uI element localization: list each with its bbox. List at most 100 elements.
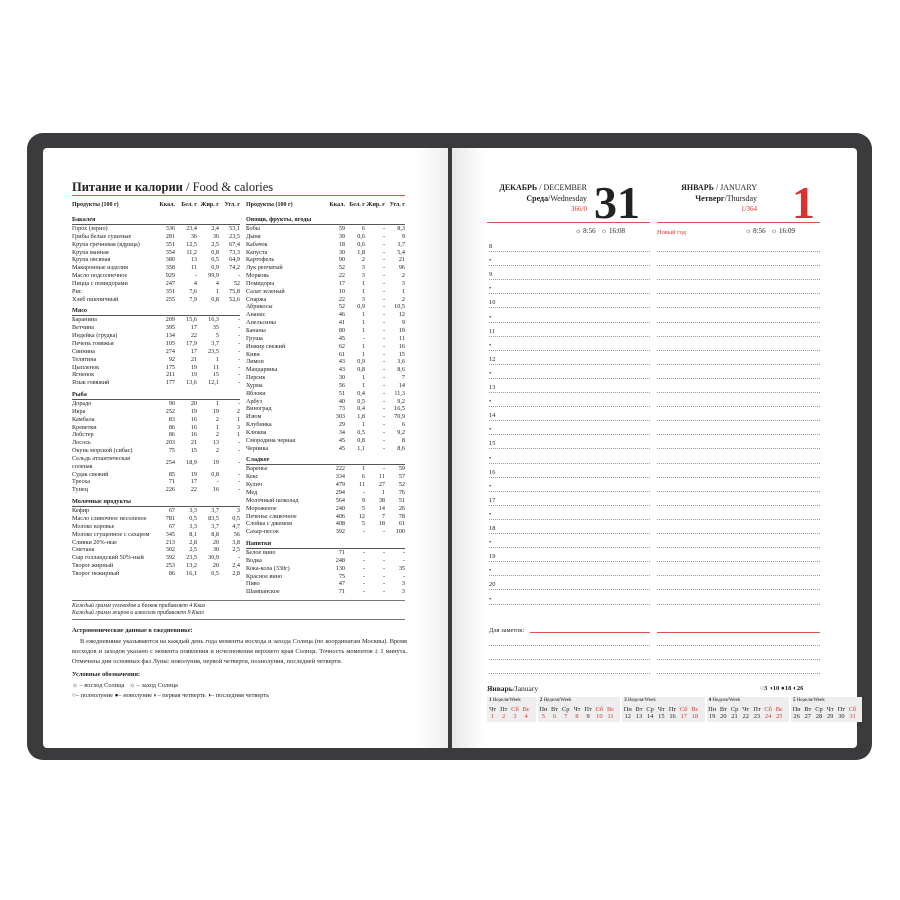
hour-line[interactable] xyxy=(489,420,650,422)
calendar-date[interactable]: 29 xyxy=(826,713,834,720)
calendar-date[interactable]: 3 xyxy=(513,713,517,720)
calendar-date[interactable]: 11 xyxy=(607,713,614,720)
hour-line[interactable] xyxy=(657,518,820,520)
hour-line[interactable] xyxy=(489,504,650,506)
hour-line[interactable] xyxy=(657,251,820,252)
hour-line[interactable] xyxy=(489,589,650,591)
hour-line[interactable] xyxy=(657,406,820,408)
calendar-date[interactable]: 27 xyxy=(804,713,811,720)
calendar-date[interactable]: 20 xyxy=(720,713,727,720)
hour-line[interactable] xyxy=(657,392,820,393)
calendar-date[interactable]: 16 xyxy=(669,713,676,720)
new-moon-icon: ● xyxy=(780,685,785,692)
calendar-date[interactable]: 30 xyxy=(838,713,845,720)
calendar-date[interactable]: 13 xyxy=(635,713,643,720)
note-line[interactable] xyxy=(657,673,820,674)
hour-line[interactable] xyxy=(657,603,820,605)
hour-line[interactable] xyxy=(657,547,820,549)
hour-line[interactable] xyxy=(657,377,820,379)
hour-line[interactable] xyxy=(657,293,820,295)
hour-line[interactable] xyxy=(489,434,650,436)
hour-line[interactable] xyxy=(489,335,650,337)
note-line[interactable] xyxy=(657,645,820,646)
calendar-date[interactable]: 1 xyxy=(490,713,495,720)
hour-line[interactable] xyxy=(657,335,820,337)
hour-line[interactable] xyxy=(657,589,820,591)
hour-line[interactable] xyxy=(489,265,650,267)
hour-line[interactable] xyxy=(489,575,650,577)
hour-line[interactable] xyxy=(657,349,820,351)
calendar-date[interactable]: 21 xyxy=(731,713,738,720)
calendar-date[interactable]: 25 xyxy=(776,713,783,720)
moon-new-date: 18 xyxy=(784,685,792,692)
calendar-date[interactable]: 22 xyxy=(742,713,749,720)
hour-line[interactable] xyxy=(657,533,820,534)
hour-line[interactable] xyxy=(657,448,820,450)
table-row: Язык говяжий 177 13,6 12,1 - xyxy=(72,379,240,387)
hour-line[interactable] xyxy=(489,547,650,549)
calendar-date[interactable]: 7 xyxy=(564,713,568,720)
hour-line[interactable] xyxy=(489,377,650,379)
calendar-date[interactable]: 6 xyxy=(552,713,557,720)
note-line[interactable] xyxy=(489,659,650,660)
hour-line[interactable] xyxy=(489,392,650,393)
calendar-date[interactable]: 4 xyxy=(524,713,528,720)
hour-line[interactable] xyxy=(657,462,820,464)
hour-line[interactable] xyxy=(489,462,650,464)
hour-line[interactable] xyxy=(489,561,650,563)
hour-line[interactable] xyxy=(657,420,820,422)
calendar-date[interactable]: 23 xyxy=(753,713,761,720)
note-line[interactable] xyxy=(489,645,650,646)
calendar-date[interactable]: 18 xyxy=(691,713,699,720)
calendar-date[interactable]: 8 xyxy=(575,713,579,720)
value-cell: 345 xyxy=(165,530,175,538)
table-row: Красное вино 75 - - - xyxy=(246,573,405,581)
calendar-date[interactable]: 24 xyxy=(764,713,772,720)
hour-line[interactable] xyxy=(657,561,820,563)
hour-line[interactable] xyxy=(489,533,650,534)
hour-line[interactable] xyxy=(489,293,650,295)
hour-line[interactable] xyxy=(657,279,820,281)
note-line[interactable] xyxy=(657,659,820,660)
hour-line[interactable] xyxy=(489,349,650,351)
note-line[interactable] xyxy=(489,673,650,674)
hour-line[interactable] xyxy=(489,321,650,323)
value-cell: - xyxy=(237,332,240,340)
hour-line[interactable] xyxy=(657,504,820,506)
hour-line[interactable] xyxy=(489,603,650,605)
calendar-date[interactable]: 28 xyxy=(815,713,823,720)
weekday: Пт xyxy=(837,706,846,713)
hour-line[interactable] xyxy=(489,279,650,281)
hour-line[interactable] xyxy=(657,434,820,436)
hour-line[interactable] xyxy=(489,476,650,478)
hour-line[interactable] xyxy=(657,321,820,323)
hour-line[interactable] xyxy=(657,575,820,577)
hour-line[interactable] xyxy=(657,307,820,309)
hour-line[interactable] xyxy=(489,448,650,450)
calendar-date[interactable]: 14 xyxy=(646,713,654,720)
calendar-date[interactable]: 17 xyxy=(680,713,687,720)
hour-line[interactable] xyxy=(657,265,820,267)
hour-line[interactable] xyxy=(657,363,820,365)
calendar-date[interactable]: 10 xyxy=(596,713,603,720)
hour-line[interactable] xyxy=(489,406,650,408)
value-cell: 0,4 xyxy=(357,389,365,397)
calendar-date[interactable]: 26 xyxy=(793,713,800,720)
calendar-date[interactable]: 9 xyxy=(586,713,590,720)
hour-line[interactable] xyxy=(489,251,650,252)
hour-line[interactable] xyxy=(489,518,650,520)
calendar-date[interactable]: 12 xyxy=(624,713,631,720)
calendar-date[interactable]: 15 xyxy=(658,713,665,720)
calendar-date[interactable]: 31 xyxy=(849,713,856,720)
last-label: – последняя четверть xyxy=(211,692,270,700)
value-cell: 177 xyxy=(165,379,175,387)
value-cell: 13 xyxy=(212,439,219,447)
hour-line[interactable] xyxy=(657,490,820,492)
hour-line[interactable] xyxy=(489,363,650,365)
calendar-date[interactable]: 5 xyxy=(541,713,545,720)
calendar-date[interactable]: 19 xyxy=(708,713,716,720)
hour-line[interactable] xyxy=(489,490,650,492)
hour-line[interactable] xyxy=(489,307,650,309)
calendar-date[interactable]: 2 xyxy=(502,713,506,720)
hour-line[interactable] xyxy=(657,476,820,478)
